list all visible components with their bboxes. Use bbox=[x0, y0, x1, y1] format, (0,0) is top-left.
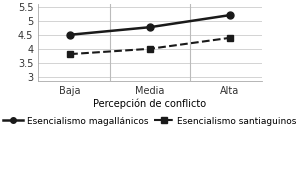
X-axis label: Percepción de conflicto: Percepción de conflicto bbox=[93, 99, 207, 109]
Legend: Esencialismo magallánicos, Esencialismo santiaguinos: Esencialismo magallánicos, Esencialismo … bbox=[0, 113, 300, 129]
